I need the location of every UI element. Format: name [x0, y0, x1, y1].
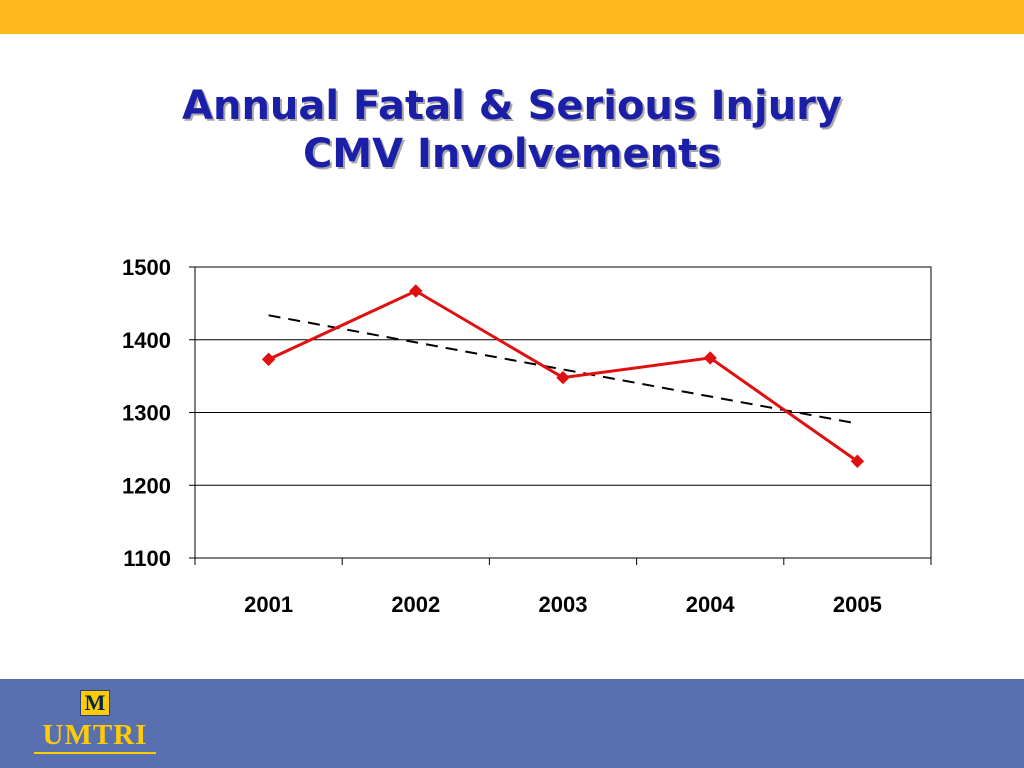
y-tick-label: 1200	[122, 473, 171, 498]
line-chart: 1100 1200 1300 1400 1500 2001 2002 2003 2004 2005	[122, 255, 932, 617]
data-point-marker	[703, 351, 717, 365]
data-point-marker	[409, 284, 423, 298]
x-tick-label: 2005	[833, 592, 882, 617]
y-tick-label: 1300	[122, 401, 171, 426]
top-accent-bar	[0, 0, 1024, 34]
slide-title-line-1: Annual Fatal & Serious Injury	[182, 83, 842, 129]
x-tick-label: 2002	[391, 592, 440, 617]
logo-underline	[34, 752, 156, 754]
x-tick-label: 2004	[686, 592, 736, 617]
logo-wordmark: UMTRI	[42, 719, 148, 751]
data-point-marker	[261, 352, 276, 367]
x-tick-label: 2001	[244, 592, 293, 617]
block-m-icon: M	[80, 690, 110, 716]
y-tick-label: 1100	[123, 546, 171, 571]
data-point-marker	[850, 454, 865, 468]
y-tick-label: 1500	[122, 255, 171, 280]
data-point-marker	[556, 370, 570, 385]
umtri-logo: M UMTRI	[34, 690, 156, 756]
x-tick-label: 2003	[539, 592, 588, 617]
slide-title-line-2: CMV Involvements	[302, 131, 722, 177]
slide-title: Annual Fatal & Serious Injury CMV Involv…	[0, 82, 1024, 178]
y-tick-label: 1400	[122, 328, 171, 353]
footer-bar	[0, 679, 1024, 768]
